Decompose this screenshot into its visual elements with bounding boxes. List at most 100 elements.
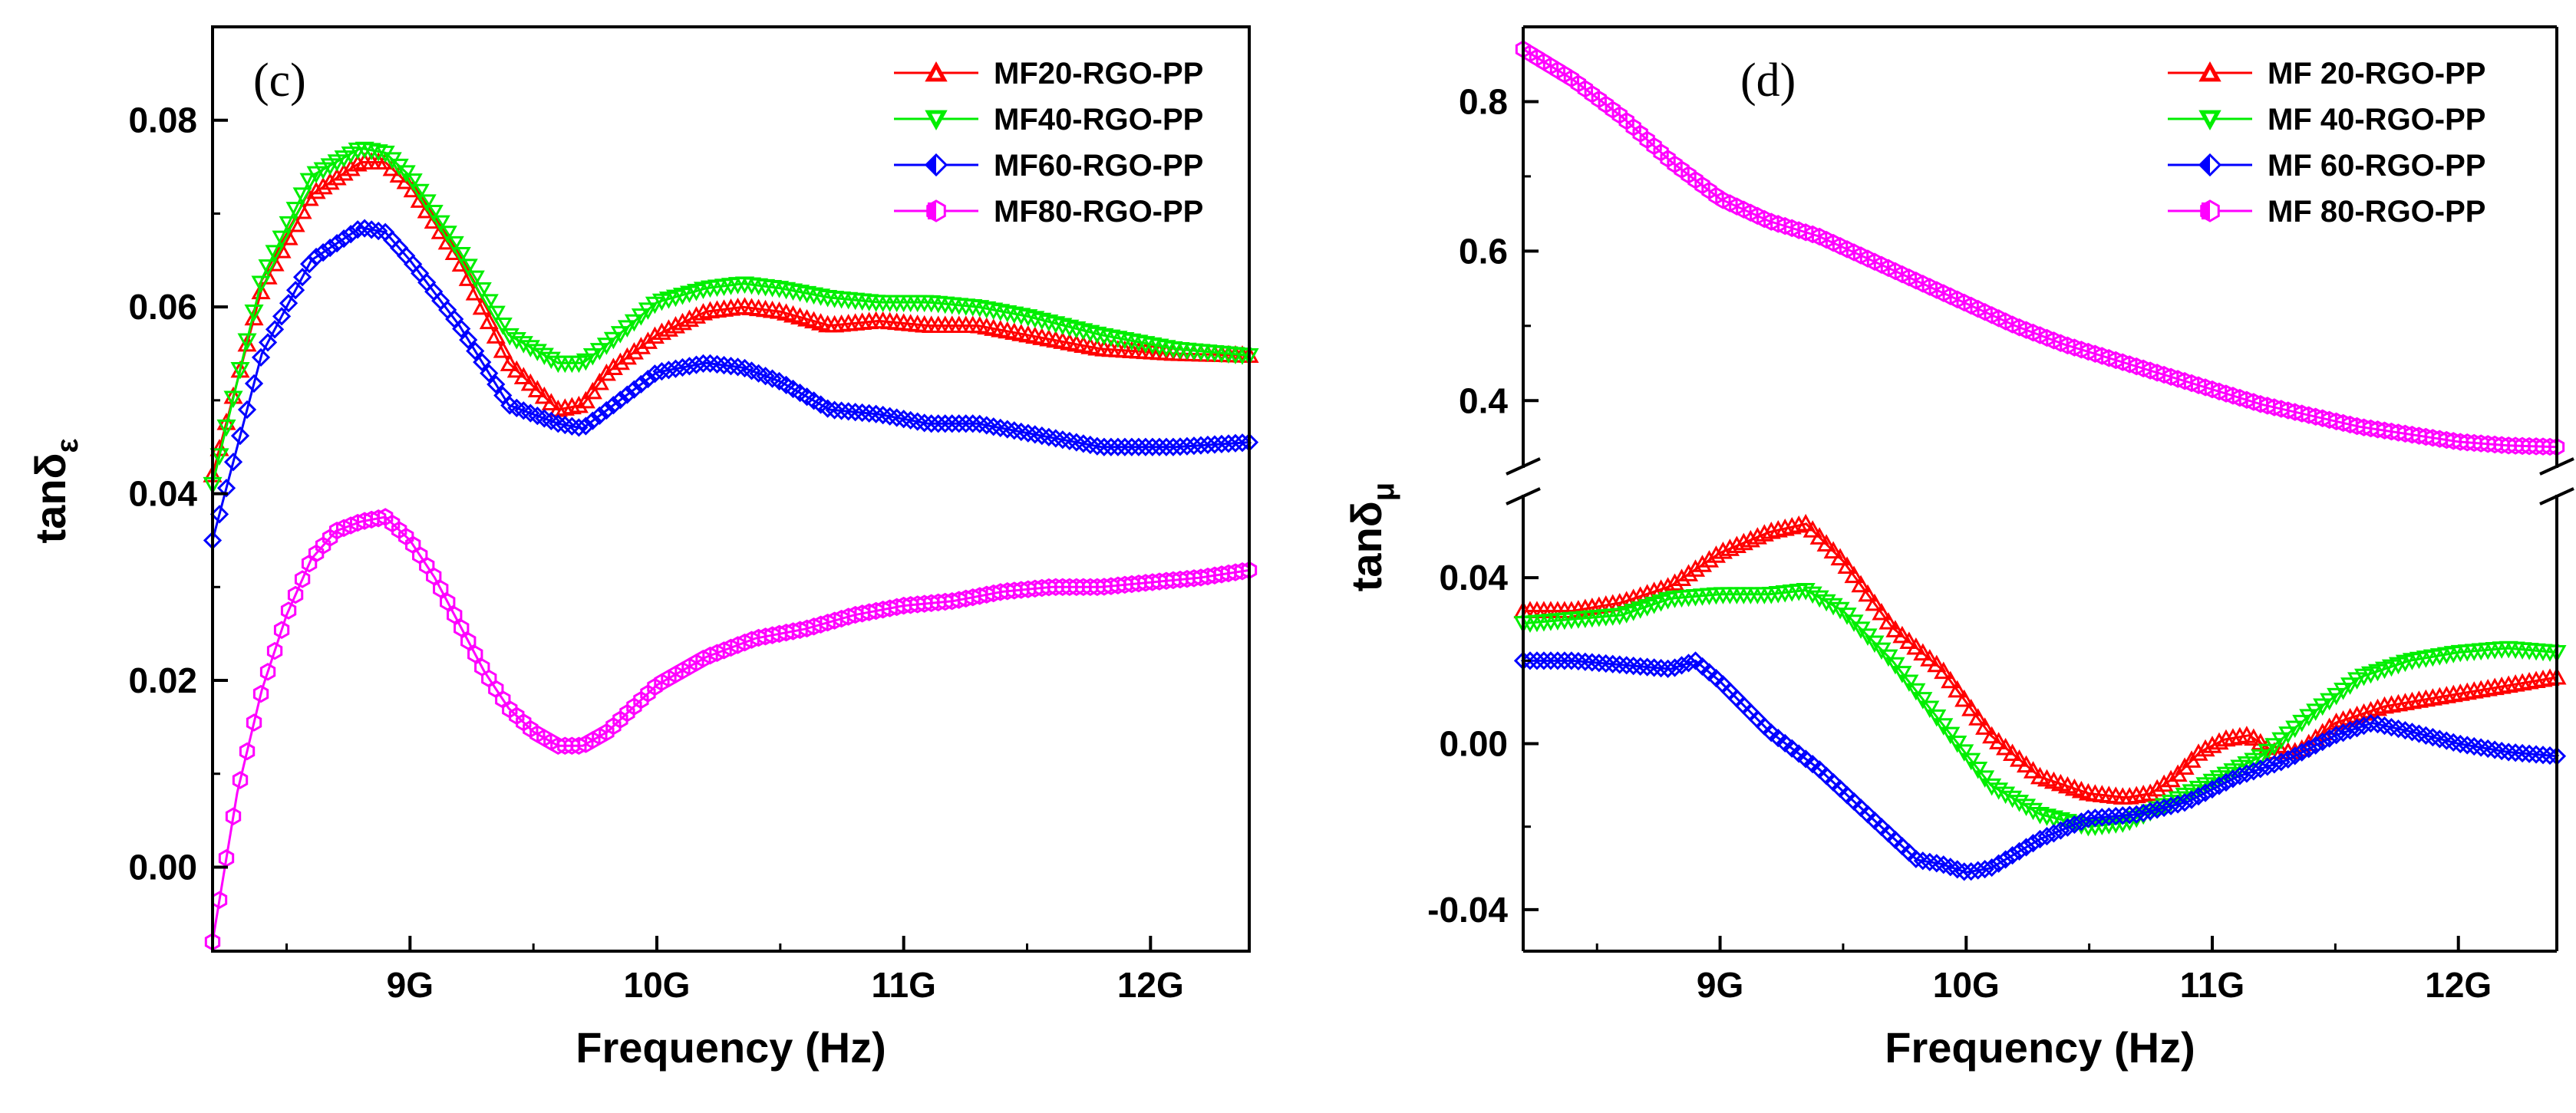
data-point [2519, 744, 2539, 763]
data-point [285, 281, 305, 300]
data-point [2030, 829, 2050, 849]
data-point [1087, 326, 1107, 344]
data-point [2115, 353, 2131, 371]
data-point [569, 418, 589, 437]
data-point [2155, 798, 2174, 818]
data-point [1562, 651, 1581, 670]
data-point [2044, 824, 2063, 843]
legend-label: MF20-RGO-PP [994, 57, 1203, 91]
data-point [908, 412, 927, 431]
data-point [2134, 803, 2153, 822]
data-point [1948, 735, 1967, 753]
data-point [292, 187, 312, 205]
data-point [2285, 720, 2305, 739]
data-point [1913, 851, 1932, 871]
data-point [1143, 337, 1163, 355]
data-point [1763, 212, 1779, 231]
data-point [2190, 376, 2207, 394]
data-point [466, 341, 485, 361]
data-point [2230, 766, 2250, 785]
data-point [1920, 649, 1940, 667]
data-point [2411, 426, 2427, 445]
data-point [1108, 331, 1128, 348]
panel-c: 0.00 0.02 0.04 0.06 0.08 9G 10G 11G 12G Frequency… [26, 25, 1259, 1072]
data-point [2141, 802, 2160, 821]
data-point [977, 416, 996, 435]
data-point [306, 166, 326, 184]
data-point [1665, 573, 1685, 591]
data-point [527, 380, 547, 397]
data-point [1149, 437, 1169, 456]
data-point [1527, 651, 1547, 670]
data-point [2086, 808, 2105, 828]
legend-label: MF80-RGO-PP [994, 195, 1203, 229]
series-MF80-RGO-PP [204, 508, 1258, 951]
data-point [797, 285, 817, 304]
data-point [2251, 759, 2270, 779]
data-point [1671, 568, 1692, 586]
data-point [2473, 434, 2489, 453]
y-tick-label: 0.04 [1439, 558, 1508, 598]
data-point [444, 235, 464, 254]
data-point [631, 337, 651, 354]
data-point [272, 230, 292, 249]
data-point [2058, 818, 2077, 837]
data-point [1101, 329, 1121, 347]
data-point [2540, 668, 2560, 687]
data-point [2313, 698, 2333, 716]
data-point [2458, 736, 2477, 755]
data-point [306, 181, 326, 199]
data-point [2479, 739, 2498, 759]
data-point [223, 390, 243, 409]
data-point [430, 222, 450, 239]
data-point [2335, 413, 2351, 433]
data-point [2043, 810, 2064, 828]
data-point [1982, 858, 2001, 878]
data-point [527, 344, 547, 361]
data-point [2147, 779, 2167, 797]
data-point [259, 663, 276, 681]
data-point [651, 322, 671, 341]
data-point [859, 403, 879, 423]
data-point [1589, 654, 1608, 673]
data-point [341, 225, 361, 244]
series-MF40-RGO-PP [203, 141, 1259, 495]
data-point [998, 305, 1018, 323]
data-point [2087, 344, 2103, 364]
data-point [839, 402, 858, 421]
data-point [2225, 387, 2241, 405]
data-point [1219, 434, 1239, 453]
data-point [2450, 683, 2470, 701]
data-point [2368, 714, 2387, 734]
data-point [2416, 689, 2436, 707]
data-point [396, 165, 416, 183]
data-point [1996, 737, 2016, 756]
data-point [866, 404, 886, 423]
data-point [846, 403, 865, 422]
data-point [1899, 631, 1919, 649]
data-point [2285, 746, 2304, 766]
data-point [1775, 518, 1795, 536]
data-point [2505, 743, 2525, 762]
data-point [2216, 772, 2236, 792]
data-point [534, 386, 554, 404]
data-point [2480, 435, 2496, 453]
data-point [728, 357, 747, 377]
data-point [458, 258, 478, 276]
data-point [370, 509, 387, 528]
x-tick-label: 10G [1933, 965, 2000, 1005]
data-point [279, 216, 298, 234]
data-point [597, 400, 616, 420]
legend-label: MF 20-RGO-PP [2268, 57, 2485, 91]
data-point [582, 381, 602, 400]
data-point [2079, 809, 2098, 828]
data-point [2306, 736, 2325, 755]
data-point [1555, 651, 1575, 670]
data-point [334, 163, 354, 181]
data-point [1191, 436, 1211, 455]
data-point [2533, 746, 2553, 765]
data-point [2155, 365, 2172, 384]
data-point [991, 304, 1011, 321]
data-point [576, 353, 595, 371]
data-point [1803, 520, 1822, 538]
